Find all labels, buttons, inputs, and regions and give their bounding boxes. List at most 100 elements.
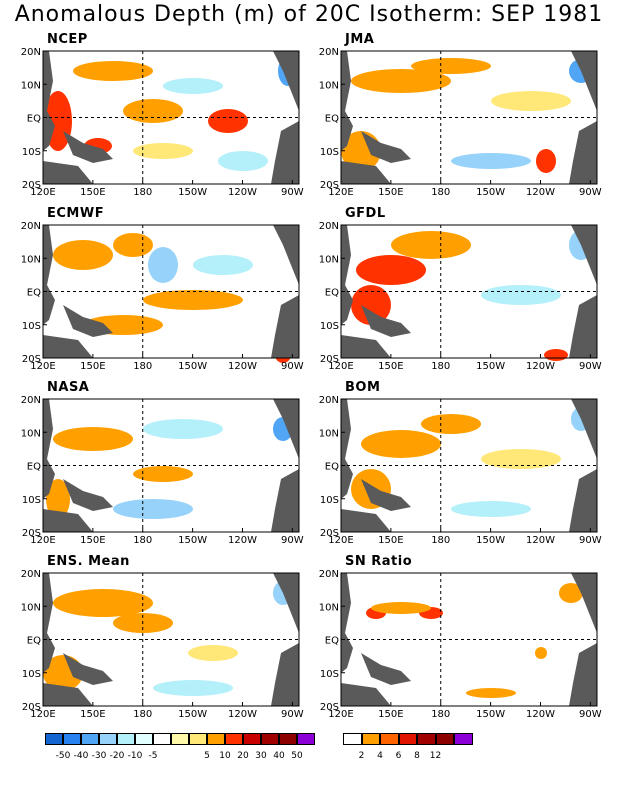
panel-label: BOM <box>345 380 381 395</box>
land-mass <box>273 51 299 111</box>
colorbar-cell <box>225 733 243 745</box>
anomaly-region <box>481 285 561 305</box>
colorbar-cell <box>435 733 454 745</box>
x-tick-label: 150W <box>178 709 207 720</box>
land-mass <box>569 469 597 532</box>
x-tick-label: 90W <box>281 535 304 546</box>
colorbar-tick-label: 6 <box>395 751 402 761</box>
panel-label: NCEP <box>47 32 88 47</box>
x-tick-label: 150W <box>476 709 505 720</box>
land-mass <box>341 335 391 358</box>
colorbar-cell <box>454 733 473 745</box>
anomaly-region <box>53 589 153 617</box>
y-tick-label: EQ <box>325 114 339 125</box>
y-tick-label: 20N <box>319 569 339 580</box>
map-plot: 120E 150E 180 150W 120W 90W 20N 10N EQ 10S 20S <box>319 47 602 198</box>
land-mass <box>43 51 55 151</box>
anomaly-region <box>559 583 583 603</box>
map-plot: 120E 150E 180 150W 120W 90W 20N 10N EQ 10S 20S <box>319 395 602 546</box>
anomaly-region <box>451 501 531 517</box>
colorbar-cell <box>99 733 117 745</box>
anomaly-region <box>481 449 561 469</box>
land-mass <box>63 131 113 163</box>
anomaly-region <box>53 240 113 270</box>
anomaly-region <box>544 349 568 361</box>
anomaly-region <box>411 58 491 74</box>
panel-label: GFDL <box>345 206 386 221</box>
x-tick-label: 150W <box>178 535 207 546</box>
y-tick-label: 20N <box>21 221 41 232</box>
x-tick-label: 150W <box>178 361 207 372</box>
colorbar-sn-ratio: 2 4 6 8 12 <box>343 733 473 761</box>
land-mass <box>271 469 299 532</box>
y-tick-label: EQ <box>27 288 41 299</box>
land-mass <box>273 225 299 285</box>
y-tick-label: EQ <box>325 288 339 299</box>
y-tick-label: 10S <box>22 147 41 158</box>
land-mass <box>571 573 597 633</box>
colorbar-tick-label: -30 <box>91 751 107 761</box>
colorbar-cell <box>343 733 362 745</box>
colorbar-cell <box>117 733 135 745</box>
x-tick-label: 90W <box>579 187 602 198</box>
x-tick-label: 150E <box>378 709 403 720</box>
colorbar-cell <box>171 733 189 745</box>
anomaly-region <box>451 153 531 169</box>
land-mass <box>273 573 299 633</box>
land-mass <box>571 399 597 459</box>
map-panel-ncep: NCEP 120E 150E 180 150W 120W 90W 20N 10N EQ 10S 20S <box>21 32 304 198</box>
x-tick-label: 150E <box>80 361 105 372</box>
x-tick-label: 180 <box>133 535 152 546</box>
x-tick-label: 120E <box>328 361 353 372</box>
land-mass <box>63 479 113 511</box>
y-tick-label: EQ <box>325 636 339 647</box>
x-tick-label: 120E <box>30 361 55 372</box>
anomaly-region <box>53 427 133 451</box>
colorbar-cell <box>81 733 99 745</box>
y-tick-label: 10N <box>319 602 339 613</box>
map-panel-ens-mean: ENS. Mean 120E 150E 180 150W 120W 90W 20N 10N EQ 1… <box>21 554 304 720</box>
anomaly-region <box>113 233 153 257</box>
colorbar-tick-label: 8 <box>414 751 420 761</box>
colorbar-anomaly: -50 -40 -30 -20 -10 -5 5 10 20 30 40 50 <box>45 733 315 761</box>
map-plot: 120E 150E 180 150W 120W 90W 20N 10N EQ 10S 20S <box>21 47 304 198</box>
land-mass <box>271 643 299 706</box>
y-tick-label: 10N <box>21 80 41 91</box>
anomaly-region <box>208 109 248 133</box>
anomaly-region <box>123 99 183 123</box>
chart-title: Anomalous Depth (m) of 20C Isotherm: SEP… <box>14 2 604 27</box>
y-tick-label: 20N <box>21 395 41 406</box>
anomaly-region <box>163 78 223 94</box>
x-tick-label: 120W <box>228 187 257 198</box>
colorbar-tick-label: 2 <box>358 751 365 761</box>
colorbar-cell <box>153 733 171 745</box>
colorbar-tick-label: 50 <box>291 751 303 761</box>
land-mass <box>569 295 597 358</box>
colorbar-cell <box>398 733 417 745</box>
y-tick-label: 20N <box>319 395 339 406</box>
land-mass <box>43 509 93 532</box>
colorbar-cell <box>207 733 225 745</box>
map-plot: 120E 150E 180 150W 120W 90W 20N 10N EQ 10S 20S <box>21 221 304 372</box>
land-mass <box>341 399 353 499</box>
anomaly-region <box>148 247 178 283</box>
y-tick-label: 20N <box>319 221 339 232</box>
map-panel-gfdl: GFDL 120E 150E 180 150W 120W 90W 20N 10N EQ 10S 20S <box>319 206 602 372</box>
x-tick-label: 150E <box>378 535 403 546</box>
colorbar-cell <box>279 733 297 745</box>
land-mass <box>569 643 597 706</box>
anomaly-region <box>193 255 253 275</box>
anomaly-region <box>491 91 571 111</box>
panel-label: NASA <box>47 380 90 395</box>
colorbar-cell <box>297 733 315 745</box>
colorbar-cell <box>189 733 207 745</box>
anomaly-region <box>361 430 441 458</box>
anomaly-region <box>133 466 193 482</box>
map-panel-jma: JMA 120E 150E 180 150W 120W 90W 20N 10N EQ 10S 20S <box>319 32 602 198</box>
land-mass <box>571 225 597 285</box>
map-panel-bom: BOM 120E 150E 180 150W 120W 90W 20N 10N EQ 10S 20S <box>319 380 602 546</box>
x-tick-label: 120E <box>30 187 55 198</box>
anomaly-region <box>466 688 516 698</box>
land-mass <box>43 573 55 673</box>
x-tick-label: 150E <box>378 187 403 198</box>
